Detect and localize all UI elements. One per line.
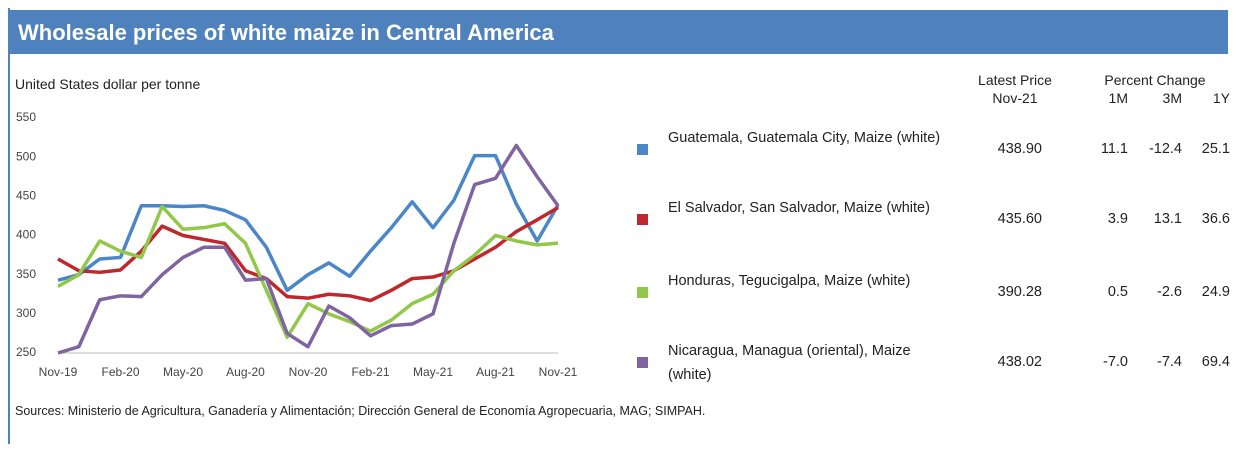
y-tick-label: 350	[16, 267, 36, 281]
y-tick-label: 500	[16, 149, 36, 163]
latest-price: 435.60	[997, 211, 1042, 227]
y-tick-label: 450	[16, 189, 36, 203]
x-tick-label: Nov-21	[539, 365, 578, 379]
percent-change: -7.0	[1103, 354, 1128, 370]
legend-label: Guatemala, Guatemala City, Maize (white)	[668, 130, 941, 146]
y-tick-label: 300	[16, 306, 36, 320]
percent-change: 0.5	[1107, 284, 1128, 300]
period-header: 1Y	[1212, 90, 1230, 106]
legend-marker	[637, 214, 648, 225]
x-tick-label: Aug-20	[226, 365, 265, 379]
period-header: 3M	[1162, 90, 1182, 106]
y-tick-label: 550	[16, 110, 36, 124]
line	[57, 204, 559, 340]
legend-marker	[637, 287, 648, 298]
y-axis-label: United States dollar per tonne	[15, 76, 201, 92]
percent-change: 11.1	[1100, 141, 1128, 157]
latest-price: 438.90	[997, 141, 1042, 157]
percent-change: 25.1	[1201, 141, 1230, 157]
legend-marker	[637, 144, 648, 155]
x-tick-label: Feb-21	[351, 365, 389, 379]
x-tick-label: Nov-20	[289, 365, 328, 379]
frame	[8, 8, 1230, 444]
percent-change: 36.6	[1201, 211, 1230, 227]
title-bar	[10, 10, 1228, 54]
percent-change: 24.9	[1201, 284, 1230, 300]
x-tick-label: May-21	[413, 365, 453, 379]
price-header-date: Nov-21	[992, 90, 1038, 106]
x-tick-label: Nov-19	[39, 365, 78, 379]
latest-price: 390.28	[997, 284, 1042, 300]
latest-price: 438.02	[997, 354, 1042, 370]
percent-change: 69.4	[1201, 354, 1230, 370]
legend-label: Honduras, Tegucigalpa, Maize (white)	[668, 273, 911, 289]
line	[57, 153, 560, 293]
legend-label: Nicaragua, Managua (oriental), Maize (wh…	[668, 343, 911, 383]
percent-change: -7.4	[1157, 354, 1182, 370]
line	[57, 206, 559, 303]
chart-title: Wholesale prices of white maize in Centr…	[18, 20, 554, 45]
source-note: Sources: Ministerio de Agricultura, Gana…	[15, 404, 706, 418]
percent-change: 3.9	[1107, 211, 1128, 227]
period-header: 1M	[1108, 90, 1128, 106]
line	[57, 143, 560, 355]
legend-marker	[637, 357, 648, 368]
legend-label: El Salvador, San Salvador, Maize (white)	[668, 200, 930, 216]
x-tick-label: Aug-21	[476, 365, 515, 379]
price-header: Latest Price	[978, 72, 1052, 88]
x-tick-label: May-20	[163, 365, 203, 379]
y-tick-label: 250	[16, 345, 36, 359]
percent-change: 13.1	[1153, 211, 1182, 227]
x-tick-label: Feb-20	[101, 365, 139, 379]
percent-change: -2.6	[1157, 284, 1182, 300]
y-tick-label: 400	[16, 228, 36, 242]
change-header: Percent Change	[1104, 72, 1206, 88]
percent-change: -12.4	[1148, 141, 1182, 157]
